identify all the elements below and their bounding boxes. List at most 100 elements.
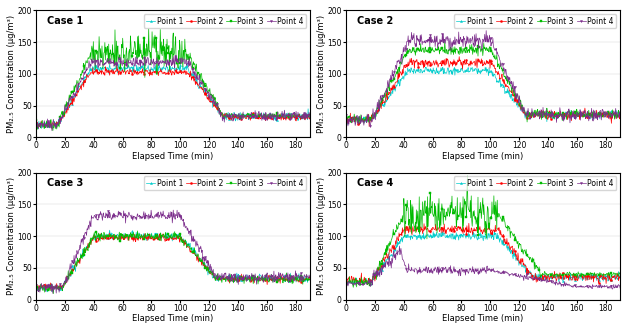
Point 4	[507, 273, 514, 277]
Point 3	[49, 129, 56, 133]
Line: Point 2: Point 2	[35, 64, 311, 129]
Point 3	[507, 83, 515, 87]
Point 4	[197, 81, 204, 85]
Point 4	[57, 116, 65, 120]
Point 2	[32, 285, 40, 289]
Point 3	[306, 115, 314, 119]
Point 1	[367, 279, 374, 282]
Line: Point 1: Point 1	[35, 229, 311, 293]
Line: Point 1: Point 1	[345, 229, 621, 286]
Point 3	[32, 118, 40, 122]
X-axis label: Elapsed Time (min): Elapsed Time (min)	[132, 314, 214, 323]
Point 4	[306, 116, 314, 120]
Point 3	[197, 259, 204, 263]
Point 2	[443, 228, 450, 232]
Line: Point 2: Point 2	[345, 222, 621, 286]
Point 2	[366, 124, 373, 128]
Point 1	[342, 114, 350, 118]
Point 3	[134, 229, 141, 233]
Point 2	[349, 278, 357, 282]
Text: Case 3: Case 3	[47, 178, 83, 188]
Point 4	[342, 282, 350, 286]
Legend: Point 1, Point 2, Point 3, Point 4: Point 1, Point 2, Point 3, Point 4	[144, 177, 306, 190]
Point 1	[381, 260, 388, 264]
Point 1	[133, 63, 140, 67]
Y-axis label: PM₂.₅ Concentration (μg/m³): PM₂.₅ Concentration (μg/m³)	[7, 15, 16, 133]
Point 2	[35, 122, 43, 126]
Point 4	[32, 283, 40, 287]
Point 3	[507, 230, 515, 234]
Line: Point 3: Point 3	[35, 28, 311, 132]
X-axis label: Elapsed Time (min): Elapsed Time (min)	[443, 314, 524, 323]
Point 1	[40, 123, 48, 127]
Point 4	[507, 81, 515, 85]
Point 3	[349, 117, 357, 121]
Point 1	[367, 115, 375, 119]
Point 3	[350, 282, 357, 286]
Point 2	[345, 275, 352, 279]
Point 2	[32, 123, 40, 127]
Point 3	[50, 292, 57, 296]
Point 4	[482, 29, 490, 33]
Point 3	[443, 212, 450, 215]
Point 1	[184, 61, 191, 65]
X-axis label: Elapsed Time (min): Elapsed Time (min)	[443, 152, 524, 161]
Point 2	[381, 101, 388, 105]
Point 3	[616, 272, 624, 276]
Point 4	[35, 285, 43, 289]
Point 1	[507, 96, 515, 100]
Point 1	[40, 287, 47, 291]
Point 2	[367, 120, 375, 124]
Point 1	[443, 233, 450, 237]
Point 4	[616, 116, 624, 120]
Point 4	[197, 244, 204, 248]
Point 4	[381, 92, 388, 96]
Point 2	[134, 237, 141, 241]
Point 4	[349, 282, 357, 286]
Line: Point 1: Point 1	[35, 62, 311, 130]
Point 1	[35, 286, 43, 290]
Point 1	[345, 281, 352, 285]
Point 3	[345, 280, 352, 284]
Point 2	[507, 90, 515, 94]
Point 3	[57, 285, 65, 289]
Text: Case 4: Case 4	[357, 178, 393, 188]
Line: Point 2: Point 2	[345, 55, 621, 128]
Legend: Point 1, Point 2, Point 3, Point 4: Point 1, Point 2, Point 3, Point 4	[454, 177, 616, 190]
Point 1	[368, 283, 376, 287]
Point 2	[342, 116, 350, 120]
Point 2	[35, 283, 43, 287]
Point 3	[367, 280, 375, 284]
Point 1	[345, 117, 353, 121]
Point 4	[609, 287, 616, 291]
Point 3	[443, 49, 451, 53]
Point 1	[57, 285, 65, 289]
Point 1	[134, 233, 141, 237]
Point 3	[441, 39, 448, 43]
Text: Case 1: Case 1	[47, 16, 83, 25]
Point 3	[71, 266, 78, 270]
Point 4	[71, 94, 78, 98]
Point 2	[71, 265, 78, 269]
Point 1	[71, 95, 78, 99]
Point 3	[342, 119, 350, 123]
Point 2	[106, 231, 113, 235]
Point 2	[367, 278, 375, 282]
Point 1	[32, 119, 40, 123]
Point 4	[71, 262, 78, 266]
Line: Point 3: Point 3	[345, 175, 621, 288]
Point 4	[40, 284, 47, 288]
Point 1	[57, 119, 65, 123]
Point 2	[134, 73, 141, 77]
Point 4	[396, 244, 403, 248]
Point 1	[71, 263, 78, 267]
Point 1	[443, 71, 450, 75]
Point 2	[349, 118, 357, 122]
Point 3	[57, 113, 65, 116]
Point 4	[345, 279, 352, 283]
Point 1	[349, 280, 357, 284]
Point 4	[306, 276, 314, 280]
X-axis label: Elapsed Time (min): Elapsed Time (min)	[132, 152, 214, 161]
Point 2	[345, 117, 352, 121]
Point 4	[48, 129, 56, 133]
